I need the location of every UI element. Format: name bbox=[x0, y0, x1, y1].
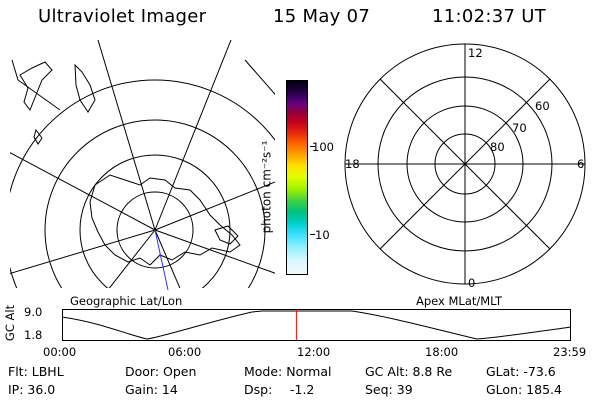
fov-edge bbox=[11, 59, 61, 111]
meridian-line bbox=[154, 229, 181, 288]
meridian-line bbox=[154, 181, 275, 231]
colorbar bbox=[286, 80, 308, 275]
mlat-label-80: 80 bbox=[490, 140, 505, 154]
mlt-label-0: 0 bbox=[468, 276, 476, 290]
meridian-line bbox=[154, 229, 275, 274]
mlt-label-18: 18 bbox=[345, 157, 360, 171]
xtick-0600: 06:00 bbox=[168, 345, 202, 359]
coastline bbox=[74, 63, 96, 113]
date-label: 15 May 07 bbox=[273, 6, 371, 27]
time-label: 11:02:37 UT bbox=[432, 6, 547, 27]
meridian-line bbox=[10, 152, 156, 231]
info-gain: Gain: 14 bbox=[125, 382, 178, 397]
colorbar-tick-100: 100 bbox=[312, 140, 334, 154]
left-panel-caption: Geographic Lat/Lon bbox=[70, 294, 183, 308]
colorbar-tick-mark bbox=[310, 234, 315, 235]
meridian-line bbox=[97, 40, 156, 231]
altitude-ylabel: GC Alt bbox=[3, 304, 17, 342]
info-mode: Mode: Normal bbox=[244, 364, 332, 379]
info-dsp-label: Dsp: bbox=[244, 382, 273, 397]
right-panel-caption: Apex MLat/MLT bbox=[416, 294, 503, 308]
geographic-map bbox=[10, 40, 275, 291]
xtick-2359: 23:59 bbox=[553, 345, 587, 359]
info-gc-alt: GC Alt: 8.8 Re bbox=[365, 364, 453, 379]
info-ip: IP: 36.0 bbox=[8, 382, 56, 397]
track-line bbox=[154, 229, 169, 291]
mlt-label-12: 12 bbox=[468, 46, 483, 60]
info-seq: Seq: 39 bbox=[365, 382, 413, 397]
fov-edge bbox=[244, 59, 275, 96]
mlat-label-60: 60 bbox=[535, 99, 550, 113]
xtick-0000: 00:00 bbox=[43, 345, 77, 359]
coastline bbox=[19, 61, 53, 112]
altitude-ytick-bottom: 1.8 bbox=[24, 328, 43, 342]
info-glon: GLon: 185.4 bbox=[486, 382, 562, 397]
altitude-curve bbox=[62, 310, 572, 340]
info-glat: GLat: -73.6 bbox=[486, 364, 556, 379]
colorbar-tick-mark bbox=[310, 146, 315, 147]
meridian-line bbox=[10, 229, 156, 275]
colorbar-tick-10: 10 bbox=[315, 228, 330, 242]
lat-circle bbox=[10, 79, 275, 288]
polar-diagonal bbox=[379, 78, 551, 250]
info-flt: Flt: LBHL bbox=[8, 364, 64, 379]
coastline bbox=[33, 128, 43, 145]
instrument-title: Ultraviolet Imager bbox=[38, 6, 207, 27]
altitude-plot bbox=[62, 309, 572, 341]
altitude-ytick-top: 9.0 bbox=[24, 305, 43, 319]
meridian-line bbox=[108, 229, 156, 288]
xtick-1200: 12:00 bbox=[297, 345, 331, 359]
colorbar-unit: photon cm⁻²s⁻¹ bbox=[259, 140, 274, 234]
mlt-label-6: 6 bbox=[577, 157, 585, 171]
info-dsp-value: -1.2 bbox=[290, 382, 315, 397]
mlat-label-70: 70 bbox=[512, 121, 527, 135]
info-door: Door: Open bbox=[125, 364, 197, 379]
lat-circle bbox=[44, 119, 266, 288]
xtick-1800: 18:00 bbox=[425, 345, 459, 359]
coastline bbox=[89, 174, 241, 266]
lat-circle bbox=[79, 154, 231, 288]
meridian-line bbox=[154, 40, 232, 231]
lat-circle bbox=[116, 191, 194, 269]
mlat-mlt-plot bbox=[344, 43, 586, 285]
coastline bbox=[214, 225, 239, 245]
